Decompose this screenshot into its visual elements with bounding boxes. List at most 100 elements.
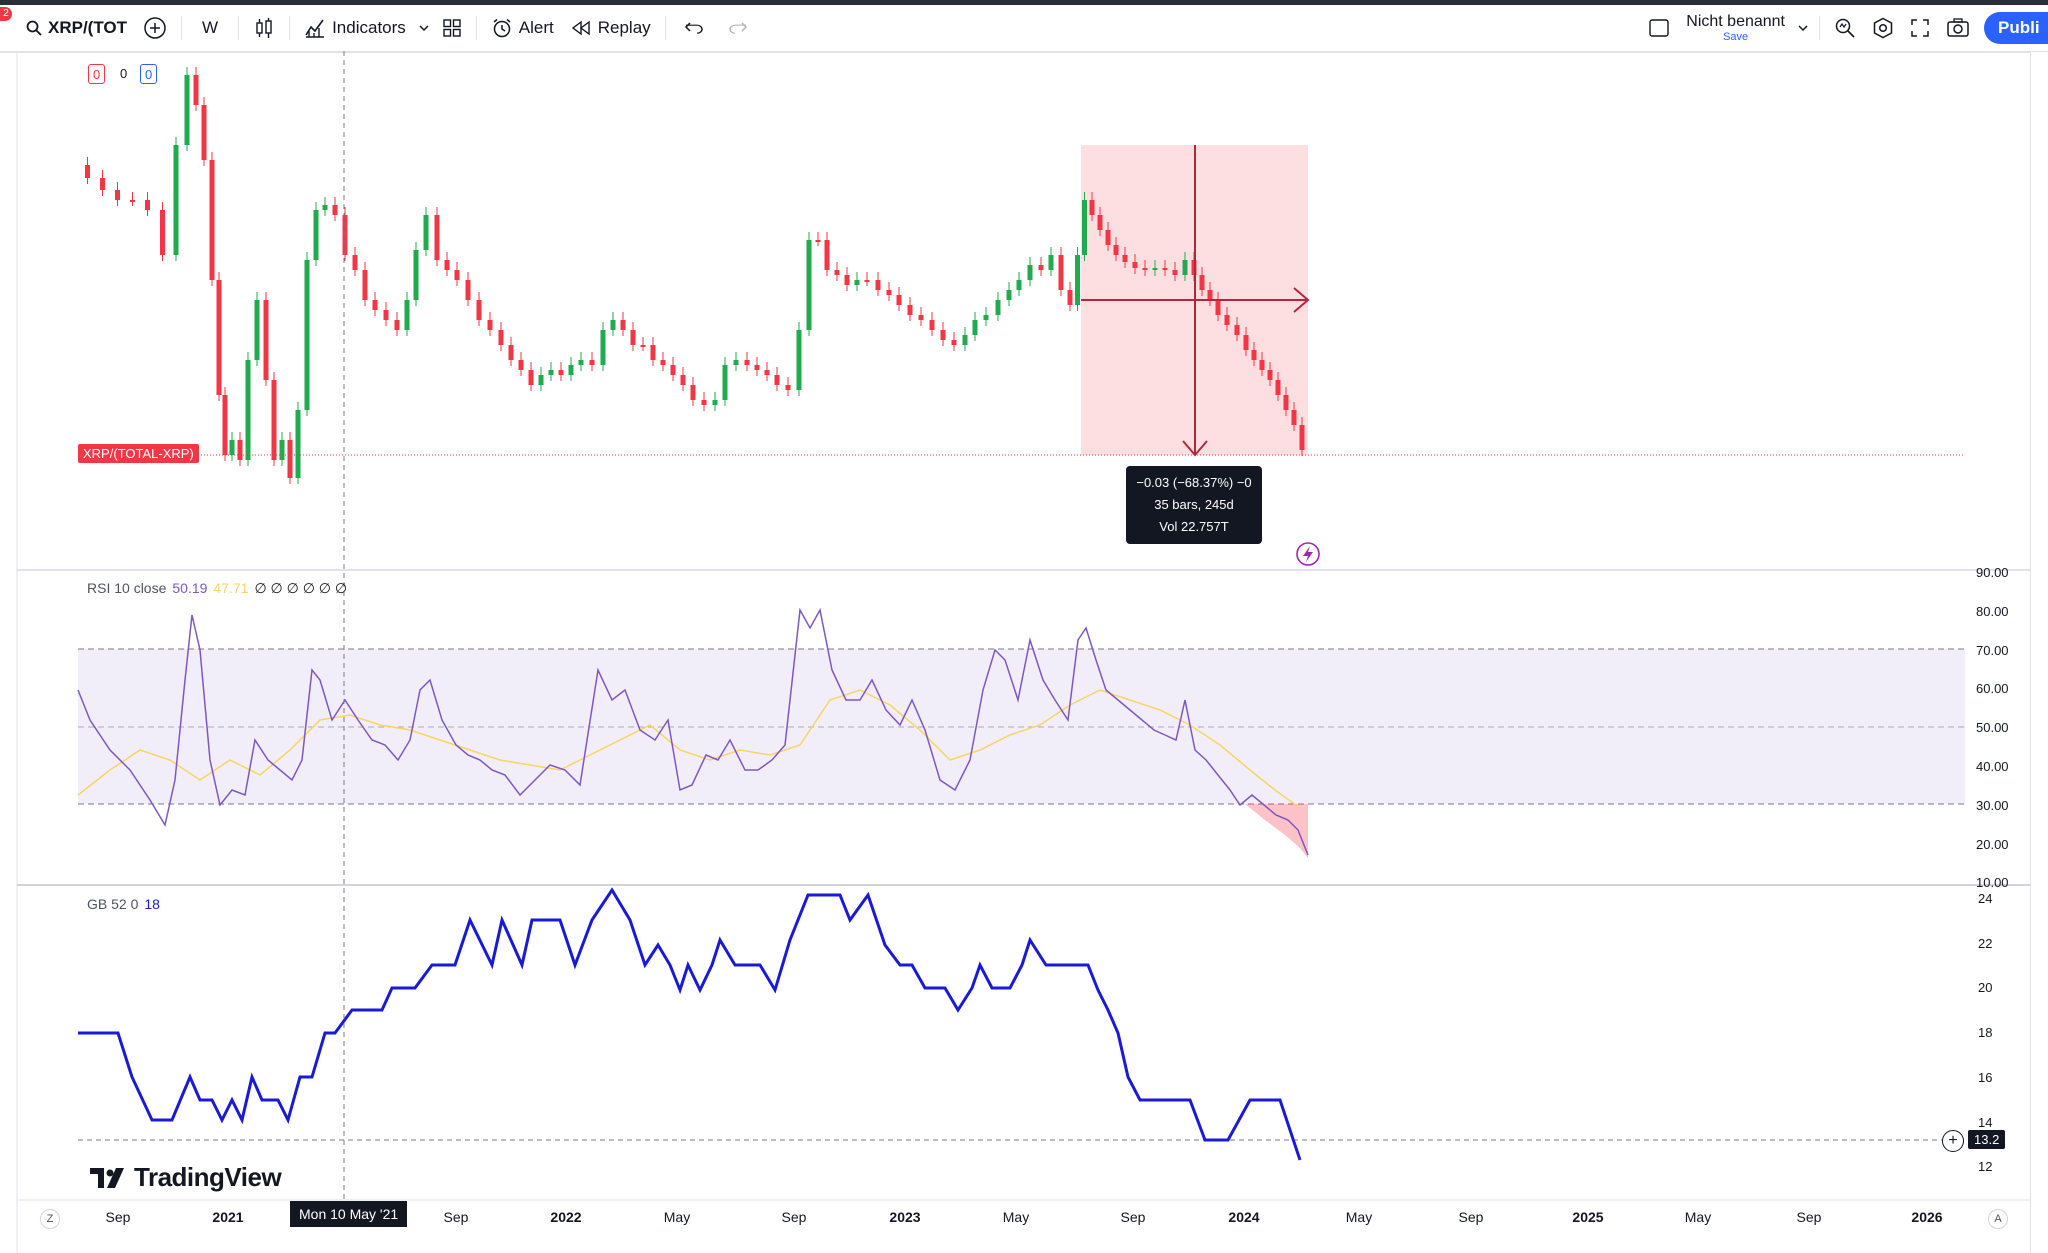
- candle-body: [362, 270, 368, 300]
- rsi-value: 50.19: [172, 580, 208, 596]
- indicators-button[interactable]: Indicators: [296, 10, 414, 46]
- candle-body: [465, 280, 471, 300]
- legend-counter-blue[interactable]: 0: [140, 64, 158, 84]
- candle-body: [295, 410, 301, 478]
- interval-button[interactable]: W: [188, 10, 232, 46]
- gb-y-axis-label: 22: [1978, 935, 1993, 951]
- measure-arrow-head-right: [1293, 287, 1310, 313]
- fullscreen-button[interactable]: [1902, 10, 1938, 46]
- rsi-legend[interactable]: RSI 10 close 50.19 47.71 ∅ ∅ ∅ ∅ ∅ ∅: [87, 580, 353, 597]
- candle-body: [498, 330, 504, 345]
- save-layout-button[interactable]: Nicht benannt Save: [1678, 10, 1793, 46]
- candle-body: [372, 300, 378, 310]
- rsi-y-axis-label: 10.00: [1976, 875, 2009, 891]
- candle-body: [1207, 290, 1213, 300]
- candle-body: [1243, 335, 1249, 350]
- layout-button[interactable]: [434, 10, 470, 46]
- gb-legend[interactable]: GB 52 0 18: [87, 896, 166, 912]
- toolbar-divider: [1819, 16, 1820, 40]
- quick-search-button[interactable]: [1826, 10, 1864, 46]
- measure-tooltip: −0.03 (−68.37%) −0 35 bars, 245d Vol 22.…: [1126, 466, 1262, 544]
- candle-body: [896, 295, 902, 305]
- toolbar-divider: [181, 16, 183, 40]
- camera-icon: [1947, 18, 1969, 37]
- candle-body: [193, 75, 199, 105]
- candle-body: [130, 200, 135, 202]
- candle-body: [1058, 255, 1064, 290]
- candle-body: [1291, 410, 1297, 425]
- candle-body: [1234, 325, 1240, 335]
- time-axis-label: 2022: [550, 1209, 582, 1225]
- replay-label: Replay: [597, 18, 651, 37]
- candle-body: [744, 360, 750, 365]
- fullscreen-icon: [1911, 19, 1929, 37]
- candle-body: [1048, 255, 1054, 270]
- rsi-y-axis-label: 60.00: [1976, 681, 2009, 697]
- candle-body: [972, 320, 978, 335]
- symbol-name: XRP/(TOT: [48, 18, 128, 37]
- layout-menu-dropdown[interactable]: [1793, 10, 1813, 46]
- lightning-icon[interactable]: [1296, 542, 1320, 566]
- candle-body: [875, 280, 881, 290]
- undo-button[interactable]: [672, 10, 716, 46]
- candle-body: [423, 215, 429, 250]
- layout-toggle-button[interactable]: [1640, 10, 1678, 46]
- time-axis-label: Sep: [1120, 1209, 1146, 1225]
- candle-body: [394, 320, 400, 330]
- add-plus-icon[interactable]: +: [1942, 1130, 1964, 1152]
- candle-body: [806, 240, 812, 330]
- price-candles: [85, 67, 1305, 484]
- gb-y-axis-label: 18: [1978, 1025, 1993, 1041]
- symbol-price-label: XRP/(TOTAL-XRP): [78, 444, 199, 463]
- snapshot-button[interactable]: [1938, 10, 1978, 46]
- tradingview-logo[interactable]: TradingView: [90, 1162, 282, 1193]
- candle-body: [254, 300, 260, 360]
- candle-body: [173, 145, 179, 255]
- candle-body: [733, 360, 739, 365]
- chart-type-button[interactable]: [245, 10, 283, 46]
- rsi-y-axis-label: 90.00: [1976, 565, 2009, 580]
- candle-body: [722, 365, 728, 400]
- gb-y-axis-label: 24: [1978, 891, 1993, 906]
- gb-y-axis-label: 14: [1978, 1114, 1993, 1130]
- redo-button[interactable]: [716, 10, 760, 46]
- time-axis-label: Sep: [781, 1209, 807, 1225]
- alert-button[interactable]: Alert: [483, 10, 562, 46]
- candle-body: [1132, 262, 1138, 268]
- search-icon: [26, 20, 42, 36]
- legend-counter-red[interactable]: 0: [88, 64, 106, 84]
- tradingview-logo-text: TradingView: [134, 1162, 282, 1192]
- candle-body: [578, 360, 584, 365]
- gb-legend-value: 18: [144, 896, 160, 912]
- gear-icon: [1873, 17, 1893, 39]
- time-axis-label: 2023: [889, 1209, 921, 1225]
- gb-current-value: 13.2: [1968, 1130, 2006, 1149]
- right-drawing-toolbar[interactable]: [2030, 52, 2048, 1253]
- chart-canvas[interactable]: [0, 51, 2030, 1253]
- notification-badge[interactable]: 2: [0, 7, 12, 21]
- candle-body: [568, 365, 574, 375]
- time-axis-label: Sep: [1796, 1209, 1822, 1225]
- rsi-ma-value: 47.71: [213, 580, 249, 596]
- candle-body: [600, 330, 606, 365]
- settings-button[interactable]: [1864, 10, 1902, 46]
- zoom-corner-button[interactable]: Z: [40, 1209, 60, 1229]
- symbol-search[interactable]: XRP/(TOT: [22, 10, 135, 46]
- gb-y-axis-label: 20: [1978, 980, 1993, 996]
- replay-button[interactable]: Replay: [562, 10, 659, 46]
- candle-body: [279, 440, 285, 460]
- candle-body: [1067, 290, 1073, 305]
- candle-body: [764, 370, 770, 375]
- indicator-templates-dropdown[interactable]: [414, 10, 434, 46]
- candle-body: [650, 345, 656, 360]
- candle-body: [322, 205, 328, 210]
- candle-body: [304, 260, 310, 410]
- candle-body: [701, 400, 707, 405]
- chevron-down-icon: [419, 25, 429, 32]
- candle-body: [1275, 380, 1281, 395]
- candle-body: [160, 210, 165, 255]
- auto-scale-button[interactable]: A: [1988, 1209, 2008, 1229]
- publish-button[interactable]: Publi: [1984, 12, 2048, 44]
- compare-button[interactable]: [135, 10, 175, 46]
- rsi-y-axis-label: 50.00: [1976, 720, 2009, 736]
